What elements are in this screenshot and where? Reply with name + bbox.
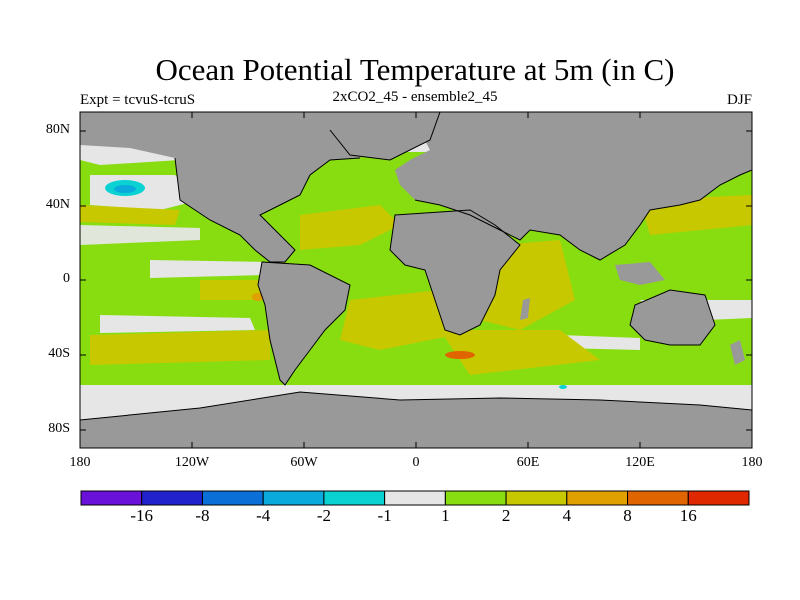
lat-label-0: 0 xyxy=(63,271,70,286)
greenland xyxy=(330,112,440,160)
coastline-greenland xyxy=(329,112,441,161)
south-pacific-warm xyxy=(90,330,270,365)
colorbar-label: 4 xyxy=(562,506,572,525)
colorbar-swatch xyxy=(505,490,568,506)
lon-label-60w: 60W xyxy=(290,455,318,470)
arctic-no-data-lobe xyxy=(80,150,180,165)
colorbar-label: 8 xyxy=(623,506,632,525)
colorbar-swatch xyxy=(262,490,325,506)
madagascar xyxy=(520,298,530,320)
southern-ocean-hotspot xyxy=(445,351,475,359)
colorbar-swatch xyxy=(384,490,446,506)
lat-label-40n: 40N xyxy=(45,197,70,212)
lon-label-180e: 180 xyxy=(741,455,763,470)
season-label: DJF xyxy=(726,92,752,108)
experiment-label: Expt = tcvuS-tcruS xyxy=(80,92,196,108)
eurasia xyxy=(395,112,752,260)
colorbar-swatch xyxy=(687,490,750,506)
colorbar-label: -8 xyxy=(195,506,210,525)
run-label: 2xCO2_45 - ensemble2_45 xyxy=(332,89,498,105)
coastline-africa xyxy=(389,209,521,336)
colorbar-label: -4 xyxy=(256,506,271,525)
south-pacific-grey xyxy=(100,315,255,333)
tropical-pacific-warm xyxy=(200,280,270,300)
tropical-pacific-grey xyxy=(150,260,270,278)
coastline-eurasia xyxy=(414,169,752,261)
colorbar-swatch xyxy=(566,490,629,506)
colorbar-swatch xyxy=(80,490,143,506)
australia xyxy=(630,290,715,345)
indonesia xyxy=(615,262,665,285)
lon-label-180w: 180 xyxy=(69,455,91,470)
coastline-north-america xyxy=(174,157,361,263)
africa xyxy=(390,210,520,335)
north-pacific-warm xyxy=(80,205,180,225)
south-atlantic-warm xyxy=(340,290,455,350)
colorbar-label: 2 xyxy=(501,506,511,525)
north-america xyxy=(80,112,395,262)
lon-label-60e: 60E xyxy=(516,455,540,470)
colorbar-swatch xyxy=(323,490,386,506)
colorbar-swatch xyxy=(201,490,264,506)
antarctica xyxy=(80,392,752,448)
coastline-south-america xyxy=(257,261,351,386)
north-atlantic-warm xyxy=(300,205,400,250)
colorbar-swatch xyxy=(444,490,507,506)
lon-label-120w: 120W xyxy=(174,455,210,470)
lat-label-80s: 80S xyxy=(48,421,70,436)
colorbar-label: 1 xyxy=(441,506,450,525)
lat-label-80n: 80N xyxy=(45,122,70,137)
lon-label-0: 0 xyxy=(412,455,420,470)
new-zealand xyxy=(730,340,745,365)
colorbar-label: -16 xyxy=(130,506,154,525)
southern-ocean-warm xyxy=(440,330,600,375)
colorbar-label: -1 xyxy=(377,506,392,525)
north-pacific-cold-core xyxy=(114,185,136,193)
lat-label-40s: 40S xyxy=(48,346,70,361)
colorbar-label: -2 xyxy=(316,506,331,525)
north-pacific-grey-band xyxy=(80,225,200,245)
colorbar-swatch xyxy=(141,490,203,506)
colorbar-label: 16 xyxy=(679,506,697,525)
map-title: Ocean Potential Temperature at 5m (in C) xyxy=(155,52,675,87)
lon-label-120e: 120E xyxy=(625,455,655,470)
southern-cold xyxy=(559,385,567,389)
coastline-antarctica xyxy=(80,391,752,421)
colorbar-swatch xyxy=(627,490,689,506)
coastline-australia xyxy=(629,289,716,346)
south-america xyxy=(258,262,350,385)
